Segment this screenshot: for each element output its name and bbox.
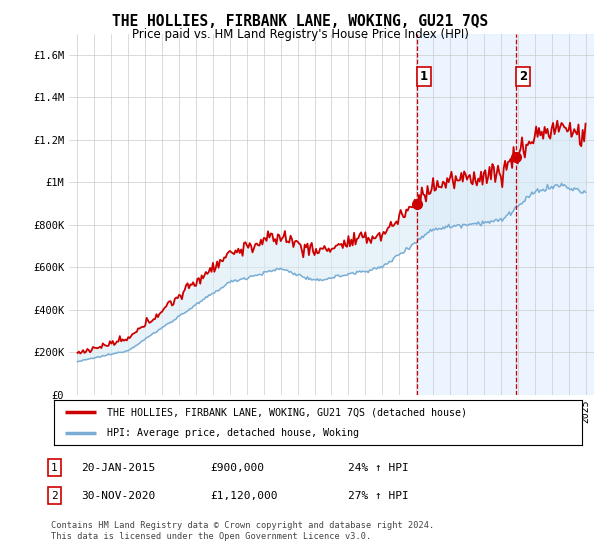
- Text: 24% ↑ HPI: 24% ↑ HPI: [348, 463, 409, 473]
- Text: 1: 1: [51, 463, 58, 473]
- Text: 1: 1: [419, 70, 428, 83]
- Text: 2: 2: [519, 70, 527, 83]
- Text: This data is licensed under the Open Government Licence v3.0.: This data is licensed under the Open Gov…: [51, 532, 371, 541]
- Text: 27% ↑ HPI: 27% ↑ HPI: [348, 491, 409, 501]
- Text: £1,120,000: £1,120,000: [210, 491, 277, 501]
- Text: HPI: Average price, detached house, Woking: HPI: Average price, detached house, Woki…: [107, 428, 359, 438]
- Text: 20-JAN-2015: 20-JAN-2015: [81, 463, 155, 473]
- Text: Contains HM Land Registry data © Crown copyright and database right 2024.: Contains HM Land Registry data © Crown c…: [51, 521, 434, 530]
- Text: 30-NOV-2020: 30-NOV-2020: [81, 491, 155, 501]
- Bar: [517, 34, 594, 395]
- Bar: [417, 34, 517, 395]
- Text: THE HOLLIES, FIRBANK LANE, WOKING, GU21 7QS (detached house): THE HOLLIES, FIRBANK LANE, WOKING, GU21 …: [107, 408, 467, 418]
- Text: THE HOLLIES, FIRBANK LANE, WOKING, GU21 7QS: THE HOLLIES, FIRBANK LANE, WOKING, GU21 …: [112, 14, 488, 29]
- Text: £900,000: £900,000: [210, 463, 264, 473]
- Text: Price paid vs. HM Land Registry's House Price Index (HPI): Price paid vs. HM Land Registry's House …: [131, 28, 469, 41]
- Text: 2: 2: [51, 491, 58, 501]
